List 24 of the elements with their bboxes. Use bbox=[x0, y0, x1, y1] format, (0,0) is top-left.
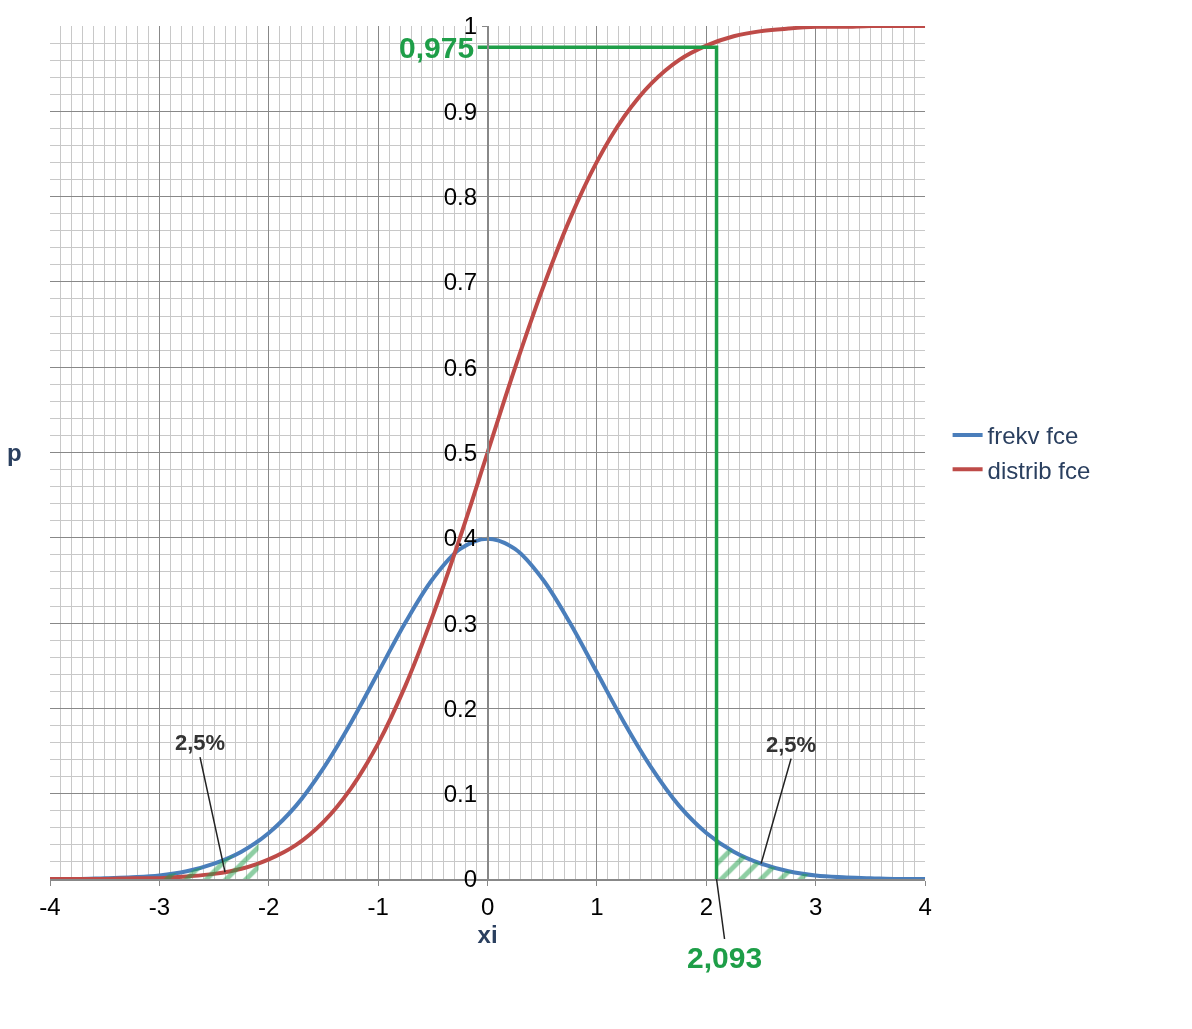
x-tick-label: 3 bbox=[809, 892, 823, 920]
y-tick-label: 0.7 bbox=[443, 268, 478, 296]
y-axis-title: p bbox=[7, 439, 22, 466]
x-tick-label: -3 bbox=[148, 892, 171, 920]
x-axis-title: xi bbox=[477, 921, 498, 949]
y-tick-label: 0.8 bbox=[443, 183, 478, 210]
y-tick-label: 0.5 bbox=[443, 438, 478, 466]
annotation: 2,093 bbox=[687, 941, 763, 974]
y-tick-label: 0.3 bbox=[443, 609, 478, 637]
y-tick-label: 0.6 bbox=[443, 353, 478, 381]
y-tick-label: 0.9 bbox=[443, 97, 478, 125]
x-tick-label: -4 bbox=[39, 892, 61, 920]
y-tick-label: 0.2 bbox=[443, 694, 478, 722]
x-tick-label: -2 bbox=[258, 892, 280, 920]
x-tick-label: 4 bbox=[918, 892, 932, 920]
y-tick-label: 0 bbox=[463, 865, 478, 893]
legend-label: frekv fce bbox=[987, 422, 1079, 450]
y-tick-label: 0.1 bbox=[443, 780, 478, 808]
x-tick-label: -1 bbox=[367, 892, 389, 920]
legend-label: distrib fce bbox=[987, 456, 1091, 484]
x-tick-label: 1 bbox=[590, 892, 604, 920]
annotation: 2,5% bbox=[175, 730, 226, 755]
x-tick-label: 0 bbox=[480, 892, 495, 920]
x-tick-label: 2 bbox=[699, 892, 714, 920]
